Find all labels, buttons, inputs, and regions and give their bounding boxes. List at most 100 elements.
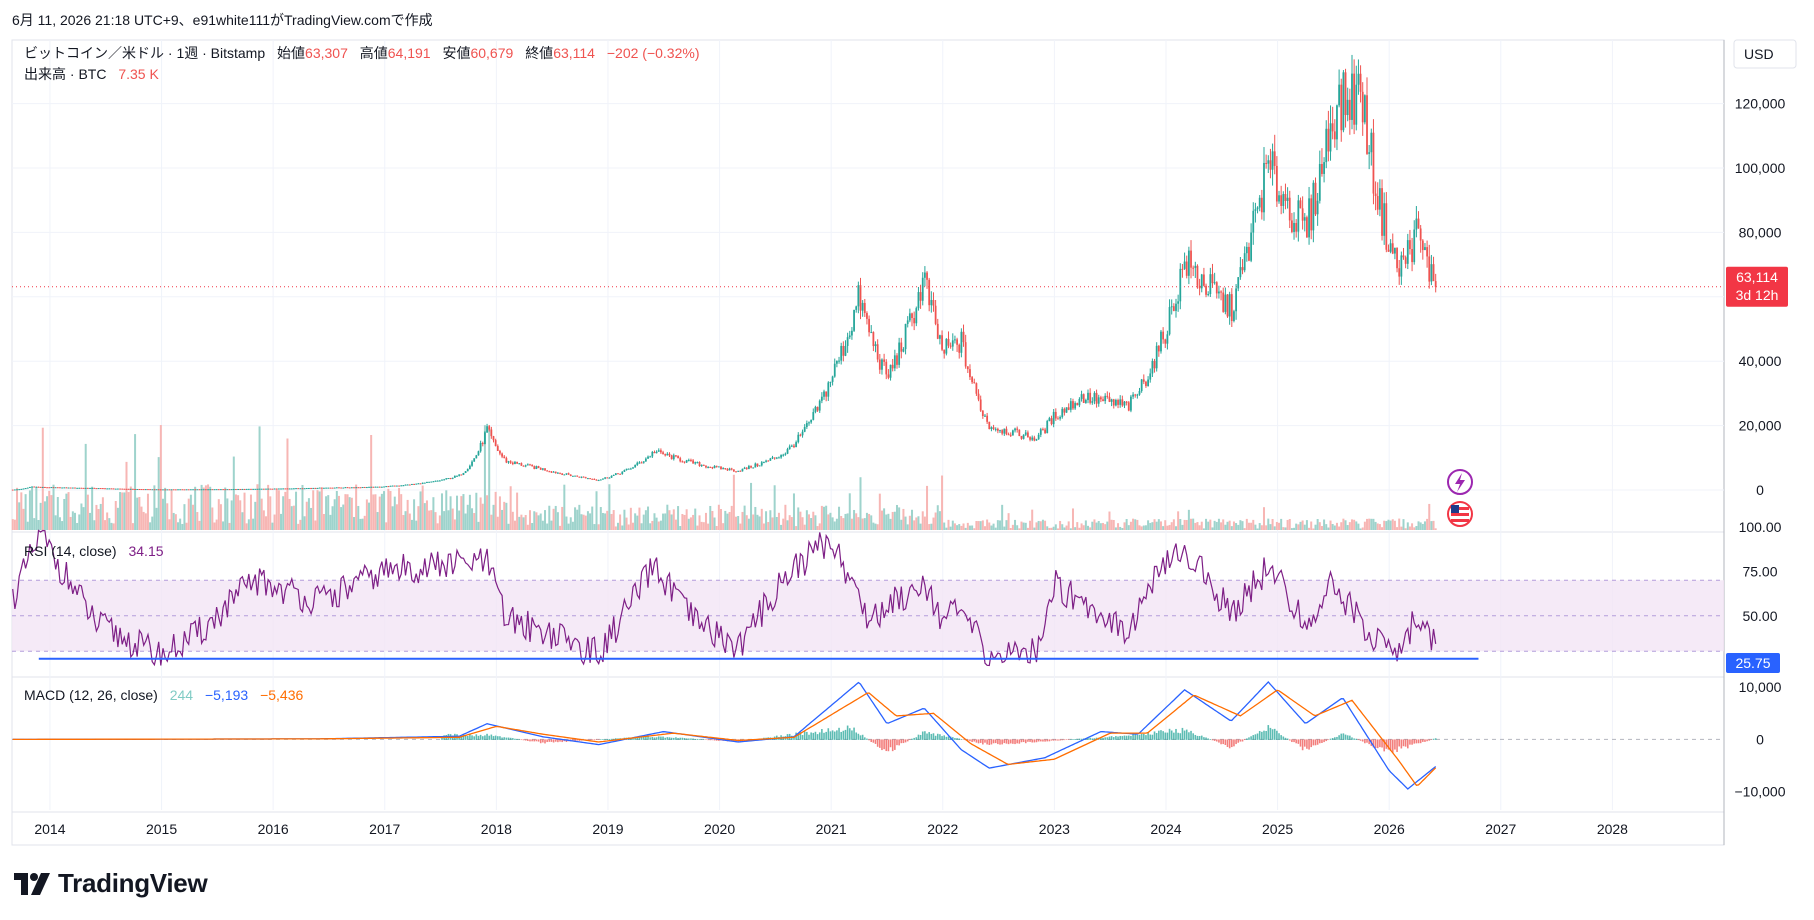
candle[interactable]: [554, 471, 557, 474]
us-flag-event-icon[interactable]: [1447, 501, 1473, 527]
candle[interactable]: [941, 330, 943, 352]
candle[interactable]: [535, 465, 538, 470]
candle[interactable]: [1239, 257, 1242, 280]
candle[interactable]: [1151, 358, 1154, 377]
candle[interactable]: [784, 452, 787, 456]
candle[interactable]: [338, 487, 340, 489]
candle[interactable]: [48, 487, 51, 489]
candle[interactable]: [1050, 415, 1053, 426]
candle[interactable]: [1297, 194, 1300, 242]
candle[interactable]: [348, 487, 351, 489]
candle[interactable]: [623, 469, 626, 472]
candle[interactable]: [453, 475, 456, 478]
candle[interactable]: [445, 478, 448, 480]
candle[interactable]: [1155, 342, 1158, 372]
candle[interactable]: [507, 460, 510, 464]
candle[interactable]: [1044, 427, 1046, 434]
candle[interactable]: [209, 489, 212, 491]
candle[interactable]: [567, 472, 570, 475]
candle[interactable]: [1024, 429, 1027, 437]
candle[interactable]: [604, 477, 607, 480]
candle[interactable]: [37, 486, 40, 488]
candle[interactable]: [775, 457, 778, 460]
candle[interactable]: [614, 473, 617, 476]
candle[interactable]: [1209, 267, 1212, 297]
candle[interactable]: [1430, 254, 1433, 286]
candle[interactable]: [563, 474, 566, 476]
candle[interactable]: [780, 454, 782, 459]
candle[interactable]: [1132, 392, 1134, 400]
candle[interactable]: [1140, 378, 1143, 393]
candle[interactable]: [1226, 294, 1229, 318]
candle[interactable]: [76, 487, 79, 489]
candle[interactable]: [1391, 233, 1394, 255]
candle[interactable]: [299, 488, 302, 490]
candle[interactable]: [709, 466, 712, 468]
candle[interactable]: [644, 457, 647, 462]
candle[interactable]: [1359, 65, 1362, 103]
candle[interactable]: [35, 486, 38, 488]
candle[interactable]: [1237, 277, 1240, 292]
candle[interactable]: [913, 311, 916, 331]
candle[interactable]: [636, 461, 639, 466]
candle[interactable]: [1162, 327, 1165, 344]
candle[interactable]: [889, 364, 892, 381]
candle[interactable]: [1183, 252, 1186, 270]
candle[interactable]: [580, 476, 583, 479]
candle[interactable]: [451, 477, 454, 480]
candle[interactable]: [823, 389, 825, 400]
candle[interactable]: [827, 381, 830, 401]
candle[interactable]: [550, 471, 553, 473]
candle[interactable]: [490, 426, 493, 439]
candle[interactable]: [147, 489, 149, 491]
candle[interactable]: [438, 480, 441, 482]
candle[interactable]: [1323, 157, 1325, 183]
candle[interactable]: [213, 489, 216, 491]
candle[interactable]: [1310, 194, 1313, 240]
candle[interactable]: [853, 309, 855, 332]
candle[interactable]: [921, 272, 924, 306]
candle[interactable]: [1187, 246, 1190, 285]
candle[interactable]: [475, 454, 478, 459]
candle[interactable]: [1157, 345, 1160, 357]
candle[interactable]: [707, 466, 710, 469]
candle[interactable]: [65, 487, 68, 489]
candle[interactable]: [333, 487, 336, 489]
candle[interactable]: [608, 477, 611, 479]
candle[interactable]: [95, 488, 98, 490]
candle[interactable]: [447, 478, 450, 480]
candle[interactable]: [350, 487, 353, 489]
candle[interactable]: [1031, 435, 1034, 442]
candle[interactable]: [771, 455, 774, 460]
candle[interactable]: [1312, 180, 1315, 243]
candle[interactable]: [329, 487, 332, 489]
candle[interactable]: [1357, 59, 1360, 95]
candle[interactable]: [398, 485, 400, 487]
candle[interactable]: [1222, 287, 1225, 313]
candle[interactable]: [737, 470, 740, 472]
candle[interactable]: [1325, 120, 1328, 169]
candle[interactable]: [327, 487, 330, 489]
candle[interactable]: [692, 459, 694, 464]
candle[interactable]: [1196, 264, 1199, 289]
candle[interactable]: [134, 488, 136, 490]
candle[interactable]: [655, 450, 658, 454]
candle[interactable]: [106, 488, 109, 490]
candle[interactable]: [417, 483, 420, 485]
candle[interactable]: [458, 474, 461, 477]
candle[interactable]: [1185, 255, 1188, 279]
candle[interactable]: [215, 489, 218, 491]
candle[interactable]: [529, 463, 531, 466]
candle[interactable]: [919, 284, 922, 309]
candle[interactable]: [1194, 261, 1197, 278]
candle[interactable]: [786, 447, 789, 455]
candle[interactable]: [1127, 401, 1130, 412]
candle[interactable]: [89, 487, 91, 489]
candle[interactable]: [82, 487, 85, 489]
candle[interactable]: [1170, 299, 1173, 315]
candle[interactable]: [958, 343, 961, 359]
candle[interactable]: [59, 487, 61, 489]
candle[interactable]: [1027, 430, 1029, 438]
candle[interactable]: [112, 488, 115, 490]
candle[interactable]: [41, 486, 44, 488]
